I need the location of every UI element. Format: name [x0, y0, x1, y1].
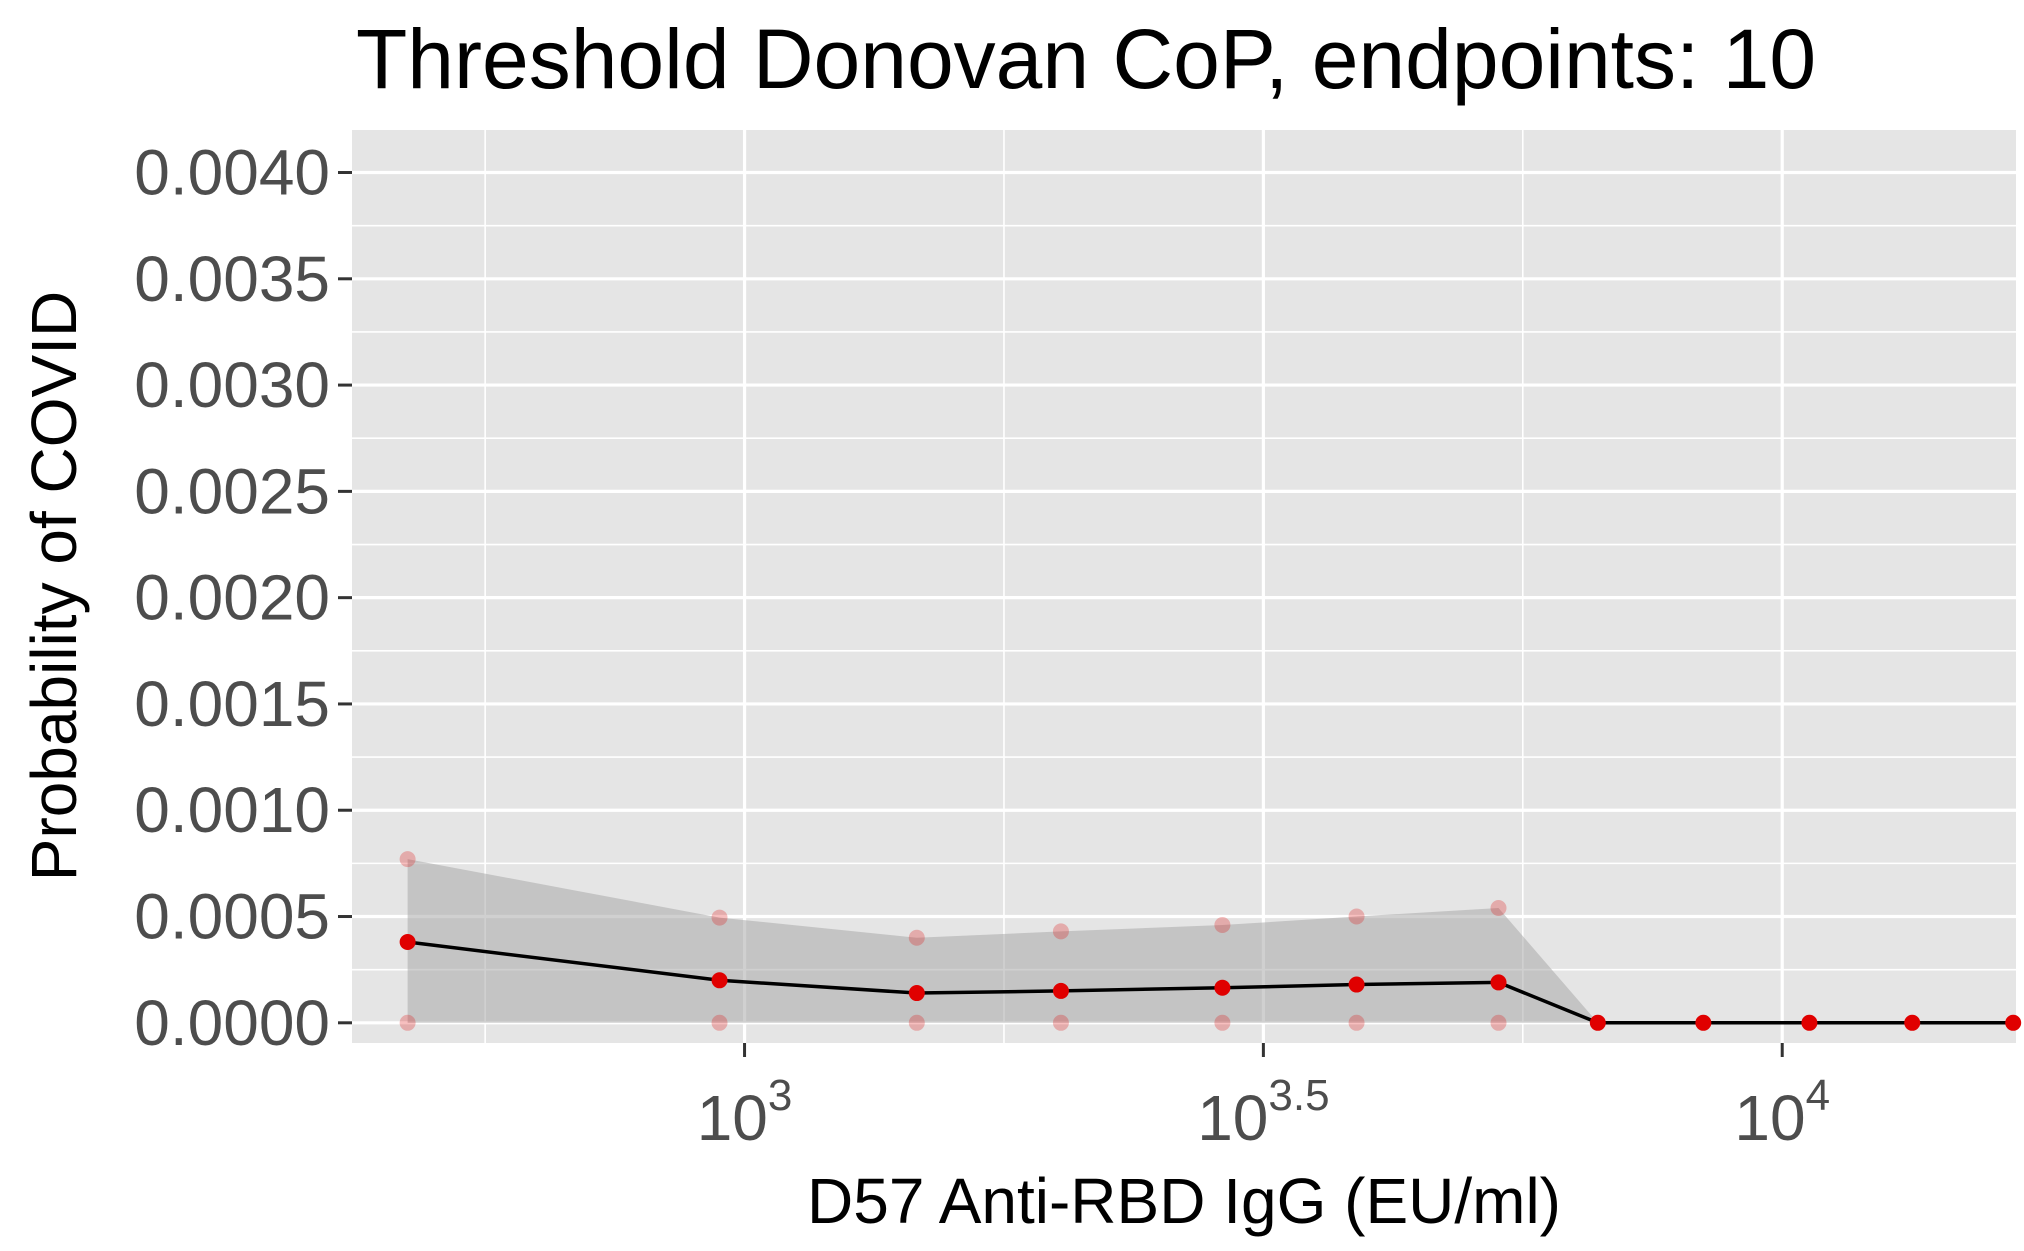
- y-tick-label: 0.0035: [134, 243, 330, 315]
- y-tick-label: 0.0005: [134, 881, 330, 953]
- ci-points-layer: [399, 851, 1507, 1031]
- data-point: [1490, 974, 1507, 991]
- ci-upper-point: [1348, 908, 1365, 925]
- x-tick-base: 10: [697, 1082, 768, 1154]
- confidence-ribbon-layer: [407, 859, 2014, 1023]
- y-tick-label: 0.0030: [134, 349, 330, 421]
- data-point: [1695, 1014, 1712, 1031]
- x-tick-exponent: 4: [1806, 1071, 1830, 1120]
- ci-upper-point: [399, 851, 416, 868]
- x-tick-base: 10: [1197, 1082, 1268, 1154]
- x-axis: 103 103.5 104: [697, 1043, 1830, 1154]
- ci-lower-point: [1490, 1014, 1507, 1031]
- ci-upper-point: [1490, 900, 1507, 917]
- data-point: [1348, 976, 1365, 993]
- data-point: [711, 972, 728, 989]
- plot-panel: [352, 130, 2016, 1043]
- ci-lower-point: [711, 1014, 728, 1031]
- points-layer: [399, 934, 2022, 1031]
- line-layer: [407, 940, 2014, 1025]
- ci-lower-point: [399, 1014, 416, 1031]
- data-point: [1589, 1014, 1606, 1031]
- ci-lower-point: [1052, 1014, 1069, 1031]
- ci-upper-point: [1214, 917, 1231, 934]
- x-tick-label: 103.5: [1197, 1071, 1329, 1154]
- ci-upper-point: [908, 929, 925, 946]
- data-point: [1052, 982, 1069, 999]
- y-tick-label: 0.0000: [134, 987, 330, 1059]
- ci-lower-point: [1214, 1014, 1231, 1031]
- data-point: [2005, 1014, 2022, 1031]
- grid-minor: [352, 130, 2016, 1043]
- chart-title: Threshold Donovan CoP, endpoints: 10: [356, 12, 1816, 106]
- data-point: [1801, 1014, 1818, 1031]
- confidence-ribbon: [407, 859, 2014, 1023]
- x-tick-base: 10: [1734, 1082, 1805, 1154]
- x-tick-label: 104: [1734, 1071, 1830, 1154]
- y-tick-label: 0.0010: [134, 774, 330, 846]
- y-tick-label: 0.0015: [134, 668, 330, 740]
- y-tick-label: 0.0040: [134, 137, 330, 209]
- y-axis-label: Probability of COVID: [18, 291, 90, 881]
- data-point: [399, 934, 416, 951]
- ci-upper-point: [1052, 923, 1069, 940]
- y-axis: 0.0000 0.0005 0.0010 0.0015 0.0020 0.0025 0.00…: [134, 137, 352, 1059]
- x-tick-exponent: 3.5: [1268, 1071, 1329, 1120]
- x-tick-label: 103: [697, 1071, 793, 1154]
- ci-upper-point: [711, 909, 728, 926]
- data-point: [1214, 979, 1231, 996]
- y-tick-label: 0.0025: [134, 455, 330, 527]
- x-tick-exponent: 3: [768, 1071, 792, 1120]
- x-axis-label: D57 Anti-RBD IgG (EU/ml): [807, 1165, 1561, 1237]
- series-line: [407, 940, 2014, 1025]
- y-tick-label: 0.0020: [134, 562, 330, 634]
- data-point: [908, 985, 925, 1002]
- ci-lower-point: [908, 1014, 925, 1031]
- ci-lower-point: [1348, 1014, 1365, 1031]
- data-point: [1904, 1014, 1921, 1031]
